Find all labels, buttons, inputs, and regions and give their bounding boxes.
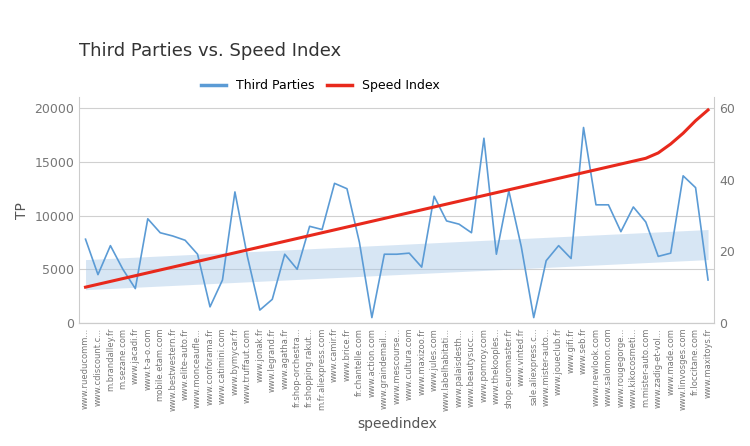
Legend: Third Parties, Speed Index: Third Parties, Speed Index xyxy=(196,74,445,97)
Text: Third Parties vs. Speed Index: Third Parties vs. Speed Index xyxy=(80,42,341,60)
Y-axis label: TP: TP xyxy=(15,202,29,219)
X-axis label: speedindex: speedindex xyxy=(357,417,436,431)
